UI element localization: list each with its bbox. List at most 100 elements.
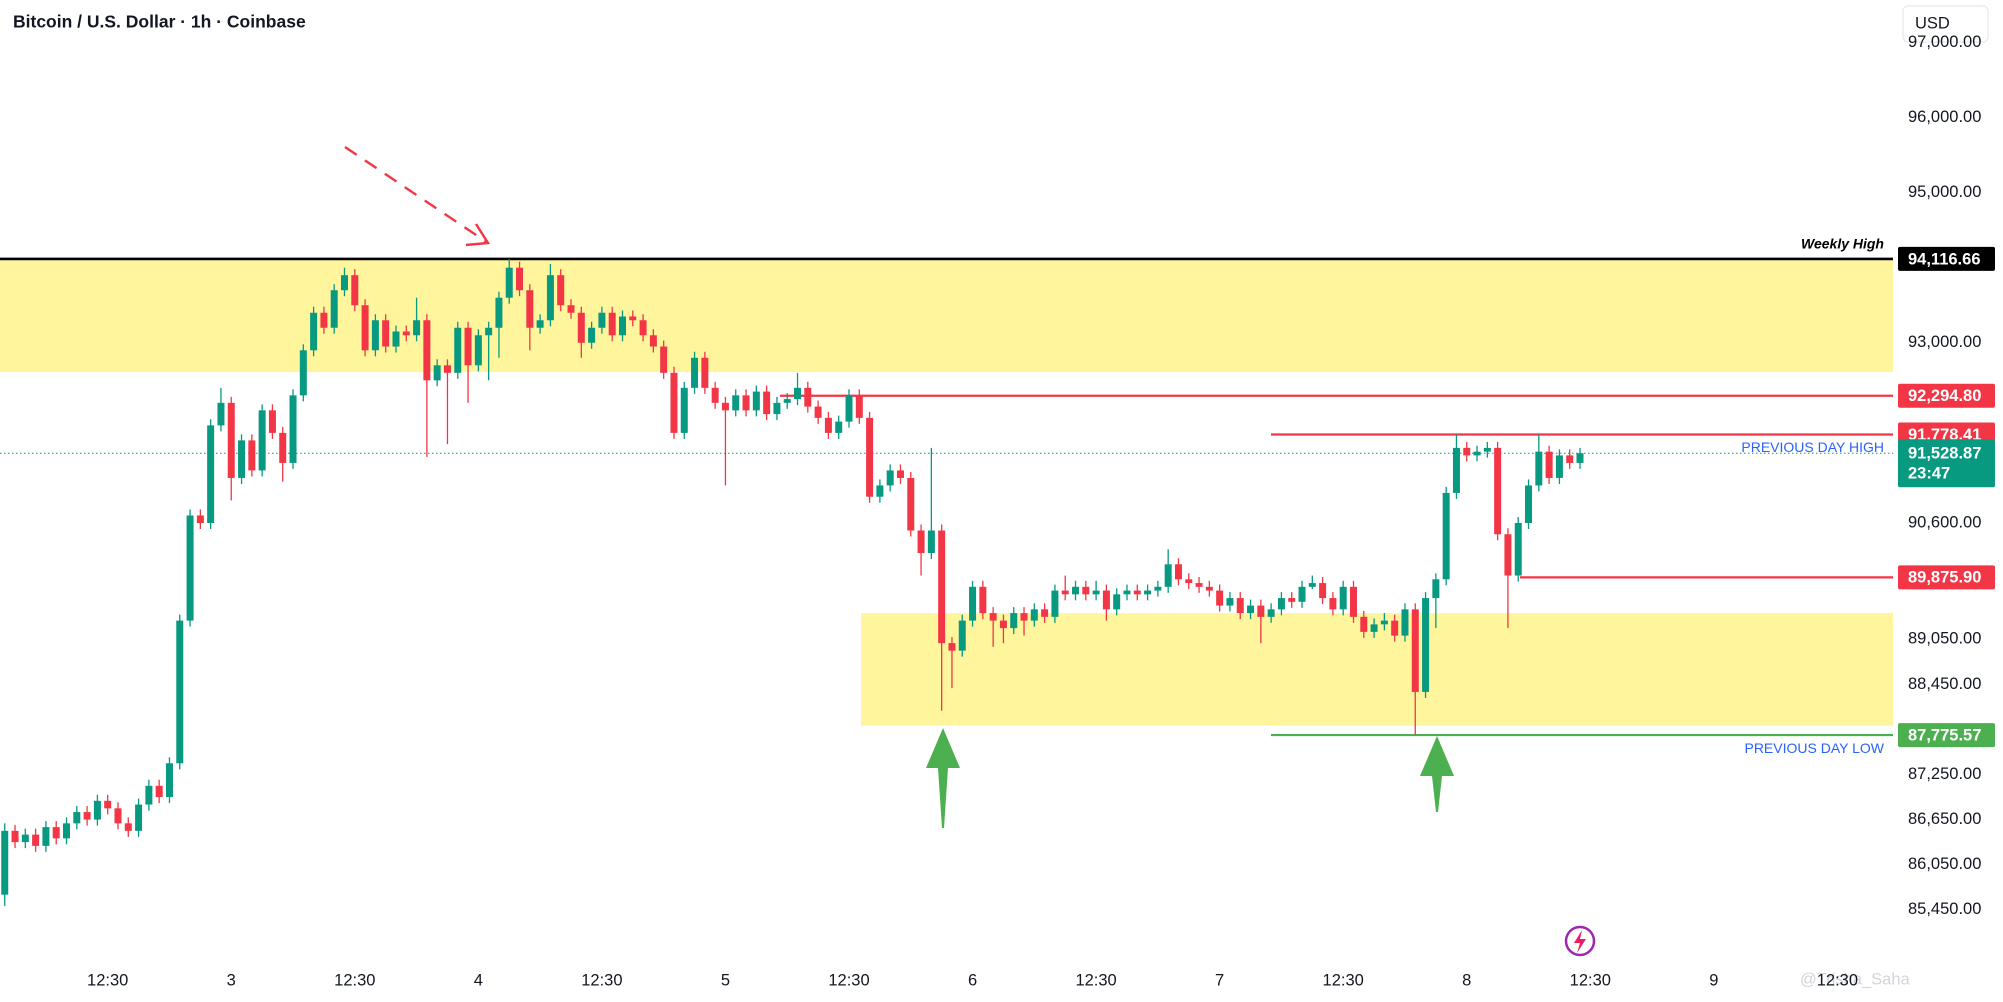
candle-body [1442, 492, 1450, 580]
candle-body [176, 620, 184, 764]
y-tick-label: 96,000.00 [1908, 108, 1981, 126]
x-tick-label: 12:30 [334, 971, 375, 989]
header: Bitcoin / U.S. Dollar · 1h · Coinbase [13, 12, 306, 32]
candle-body [1236, 598, 1244, 614]
candle-body [979, 586, 987, 614]
candle-body [1545, 451, 1553, 478]
candle-body [1113, 594, 1121, 610]
y-tick-label: 95,000.00 [1908, 183, 1981, 201]
candle-body [1174, 564, 1182, 580]
candle-body [804, 387, 812, 407]
y-tick-label: 87,250.00 [1908, 765, 1981, 783]
current-price-box [1898, 439, 1995, 488]
y-tick-label: 90,600.00 [1908, 513, 1981, 531]
candle-body [21, 834, 29, 843]
candle-body [299, 350, 307, 396]
candle-body [93, 800, 101, 820]
candle-body [1020, 613, 1028, 621]
candle-body [835, 421, 843, 433]
candle-body [567, 305, 575, 313]
currency-button-box[interactable] [1902, 5, 1989, 43]
candle-body [989, 613, 997, 621]
candle-body [896, 470, 904, 478]
candle-body [1422, 598, 1430, 692]
candle-body [1061, 590, 1069, 595]
green-up-arrow [926, 728, 960, 828]
candle-body [454, 327, 462, 373]
countdown-label: 23:47 [1908, 465, 1950, 483]
x-tick-label: 9 [1709, 971, 1718, 989]
candle-body [1370, 624, 1378, 632]
candle-body [1226, 598, 1234, 606]
x-tick-label: 12:30 [87, 971, 128, 989]
level-label-box [1898, 565, 1995, 590]
currency-label[interactable]: USD [1915, 14, 1950, 32]
candle-body [52, 827, 60, 839]
candle-body [1164, 564, 1172, 587]
candle-body [382, 320, 390, 347]
candle-body [1267, 609, 1275, 617]
watermark-text: @Trisha_Saha [1800, 970, 1911, 988]
candle-body [423, 320, 431, 381]
level-name: Weekly High [1801, 236, 1884, 252]
candle-body [999, 620, 1007, 629]
candle-body [958, 620, 966, 651]
candle-body [526, 290, 534, 328]
x-tick-label: 7 [1215, 971, 1224, 989]
x-tick-label: 6 [968, 971, 977, 989]
level-label-box [1898, 723, 1995, 748]
candle-body [732, 395, 740, 411]
candle-body [83, 812, 91, 820]
candle-body [794, 387, 802, 400]
candle-body [114, 808, 122, 824]
watermark-bolt [1574, 930, 1586, 953]
y-tick-label: 93,000.00 [1908, 333, 1981, 351]
candle-body [711, 387, 719, 403]
candle-body [485, 327, 493, 336]
candle-body [371, 320, 379, 351]
candle-body [227, 402, 235, 478]
candle-body [1463, 447, 1471, 456]
zones [0, 258, 1893, 726]
candle-body [1288, 598, 1296, 602]
candle-body [258, 410, 266, 471]
x-tick-label: 5 [721, 971, 730, 989]
candle-body [546, 275, 554, 321]
candle-body [402, 331, 410, 336]
candle-body [1308, 583, 1316, 587]
candle-body [1205, 586, 1213, 591]
candle-body [618, 316, 626, 336]
candle-body [464, 327, 472, 366]
candle-body [773, 402, 781, 415]
candle-body [1247, 605, 1255, 614]
x-tick-label: 12:30 [581, 971, 622, 989]
y-tick-label: 89,050.00 [1908, 630, 1981, 648]
candle-body [474, 335, 482, 366]
candle-body [165, 763, 173, 798]
candle-body [1298, 586, 1306, 602]
x-tick-label: 4 [474, 971, 483, 989]
currency-button[interactable]: USD [1902, 5, 1989, 43]
candle-body [969, 586, 977, 621]
candle-body [495, 297, 503, 328]
candle-body [1329, 598, 1337, 610]
candle-body [701, 357, 709, 388]
candle-body [866, 417, 874, 497]
candle-body [1349, 586, 1357, 617]
level-name: PREVIOUS DAY HIGH [1741, 439, 1884, 455]
candle-body [1535, 451, 1543, 486]
chart-title: Bitcoin / U.S. Dollar · 1h · Coinbase [13, 12, 306, 32]
candle-body [1380, 620, 1388, 625]
level-label-box [1898, 246, 1995, 271]
candle-body [1566, 455, 1574, 463]
candle-body [680, 387, 688, 433]
candle-body [104, 800, 112, 809]
candle-body [1072, 586, 1080, 595]
candle-body [1133, 590, 1141, 595]
level-label: 94,116.66 [1908, 250, 1981, 268]
candle-body [1010, 613, 1018, 629]
candle-body [361, 305, 369, 351]
candle-body [938, 530, 946, 644]
candle-body [392, 331, 400, 347]
